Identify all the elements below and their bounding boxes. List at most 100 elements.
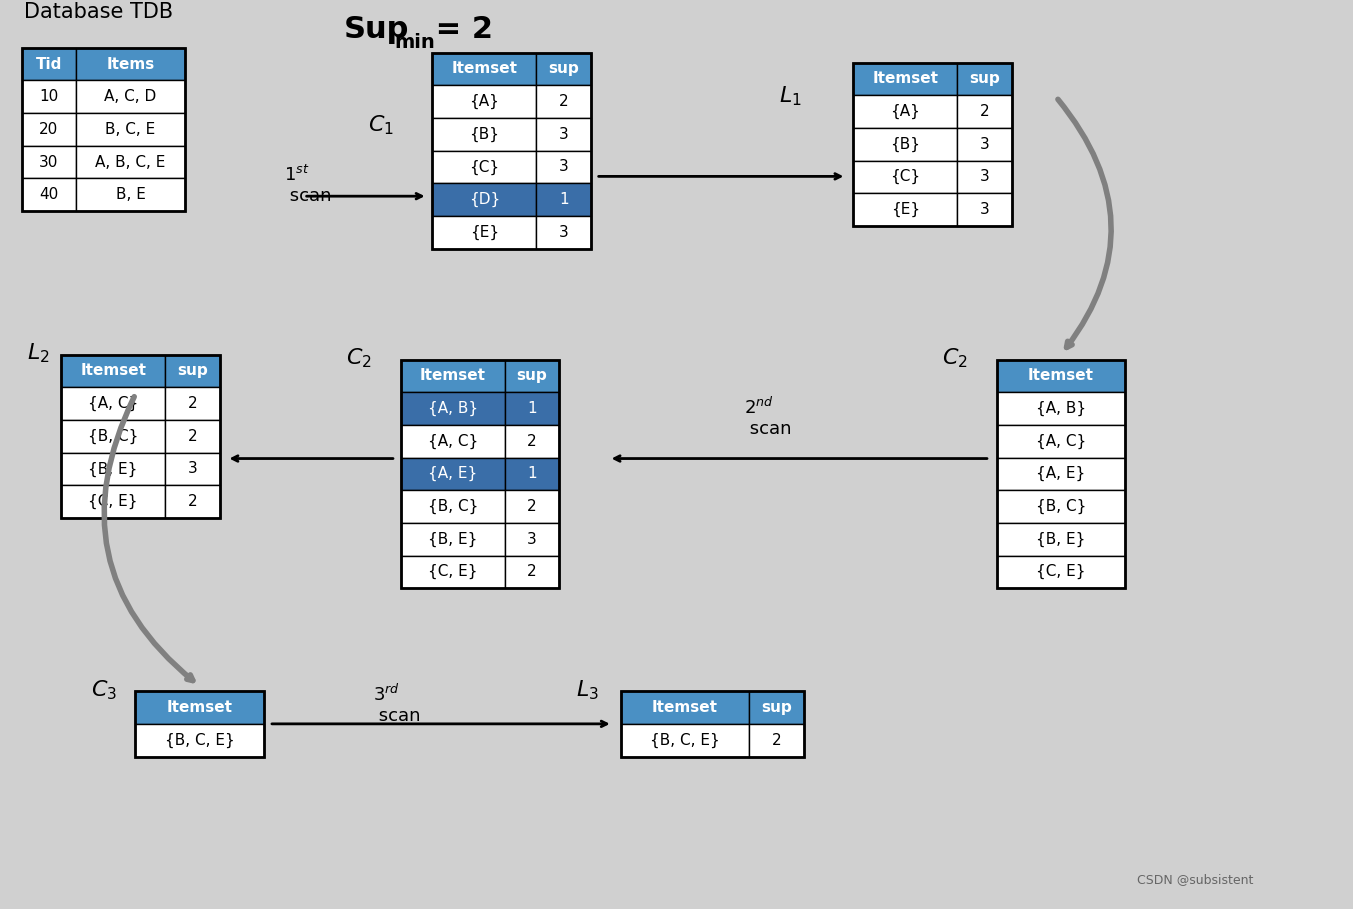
FancyBboxPatch shape [22,113,76,145]
Text: 2: 2 [188,494,198,509]
Text: Itemset: Itemset [166,700,233,715]
FancyBboxPatch shape [165,485,219,518]
Text: $1^{st}$: $1^{st}$ [284,165,310,185]
FancyBboxPatch shape [536,184,591,216]
Text: $C_2$: $C_2$ [942,346,969,370]
FancyBboxPatch shape [997,392,1126,425]
FancyBboxPatch shape [76,178,185,211]
Text: 10: 10 [39,89,58,105]
Text: $C_3$: $C_3$ [91,678,116,702]
Text: CSDN @subsistent: CSDN @subsistent [1137,873,1253,885]
FancyBboxPatch shape [165,453,219,485]
Text: Itemset: Itemset [1028,368,1095,384]
Text: 3: 3 [980,202,989,217]
FancyBboxPatch shape [400,360,505,392]
FancyBboxPatch shape [957,63,1012,95]
FancyBboxPatch shape [400,555,505,588]
Text: {C}: {C} [469,159,499,175]
Text: B, C, E: B, C, E [106,122,156,137]
Text: {B}: {B} [469,126,499,142]
Text: $C_1$: $C_1$ [368,114,394,137]
Text: $L_1$: $L_1$ [779,85,802,108]
Text: {B, E}: {B, E} [1036,532,1086,547]
FancyBboxPatch shape [135,691,264,724]
Text: scan: scan [373,707,421,724]
FancyBboxPatch shape [536,151,591,184]
Text: sup: sup [762,700,792,715]
Text: 2: 2 [771,733,781,748]
FancyBboxPatch shape [854,95,957,128]
Text: {A, E}: {A, E} [1036,466,1085,482]
Text: {B, E}: {B, E} [88,462,138,476]
Text: {C}: {C} [890,169,920,185]
Text: {A, E}: {A, E} [428,466,478,482]
Text: {A}: {A} [469,94,499,109]
Text: 2: 2 [188,396,198,411]
FancyBboxPatch shape [433,216,536,249]
FancyBboxPatch shape [433,85,536,118]
FancyBboxPatch shape [536,118,591,151]
FancyBboxPatch shape [997,555,1126,588]
FancyBboxPatch shape [433,151,536,184]
FancyBboxPatch shape [854,161,957,194]
FancyBboxPatch shape [536,85,591,118]
FancyBboxPatch shape [957,161,1012,194]
Text: A, C, D: A, C, D [104,89,157,105]
FancyBboxPatch shape [76,113,185,145]
Text: Database TDB: Database TDB [23,2,173,22]
Text: B, E: B, E [115,187,145,202]
Text: {C, E}: {C, E} [1036,564,1086,580]
FancyBboxPatch shape [505,425,559,457]
Text: sup: sup [177,364,208,378]
Text: 1: 1 [528,466,537,482]
Text: scan: scan [284,187,331,205]
FancyBboxPatch shape [76,145,185,178]
Text: = 2: = 2 [425,15,492,44]
Text: 1: 1 [559,192,568,207]
FancyBboxPatch shape [957,128,1012,161]
Text: $L_2$: $L_2$ [27,342,49,365]
Text: 20: 20 [39,122,58,137]
Text: $2^{nd}$: $2^{nd}$ [744,397,774,418]
Text: {C, E}: {C, E} [428,564,478,580]
Text: sup: sup [548,62,579,76]
FancyBboxPatch shape [22,178,76,211]
Text: $3^{rd}$: $3^{rd}$ [373,684,400,705]
FancyBboxPatch shape [61,485,165,518]
Text: Itemset: Itemset [452,62,517,76]
FancyBboxPatch shape [61,355,165,387]
Text: {A}: {A} [890,104,920,119]
Text: {D}: {D} [468,192,501,207]
FancyBboxPatch shape [400,425,505,457]
FancyBboxPatch shape [505,457,559,490]
FancyBboxPatch shape [505,490,559,523]
FancyBboxPatch shape [854,128,957,161]
FancyBboxPatch shape [400,457,505,490]
Text: Itemset: Itemset [80,364,146,378]
Text: {B, C, E}: {B, C, E} [165,733,234,748]
FancyBboxPatch shape [750,691,804,724]
Text: Itemset: Itemset [419,368,486,384]
FancyBboxPatch shape [400,490,505,523]
Text: 1: 1 [528,401,537,416]
Text: 2: 2 [980,104,989,119]
Text: {B, E}: {B, E} [428,532,478,547]
FancyBboxPatch shape [165,387,219,420]
FancyBboxPatch shape [854,194,957,225]
FancyBboxPatch shape [505,555,559,588]
Text: 3: 3 [188,462,198,476]
Text: {A, C}: {A, C} [1036,434,1086,449]
FancyBboxPatch shape [165,420,219,453]
FancyBboxPatch shape [997,425,1126,457]
Text: min: min [395,33,436,52]
FancyBboxPatch shape [400,523,505,555]
FancyBboxPatch shape [135,724,264,756]
Text: 3: 3 [980,169,989,185]
FancyBboxPatch shape [750,724,804,756]
Text: 2: 2 [528,564,537,579]
Text: $L_3$: $L_3$ [576,678,599,702]
Text: 2: 2 [559,95,568,109]
FancyBboxPatch shape [621,724,750,756]
FancyBboxPatch shape [957,95,1012,128]
FancyBboxPatch shape [61,420,165,453]
